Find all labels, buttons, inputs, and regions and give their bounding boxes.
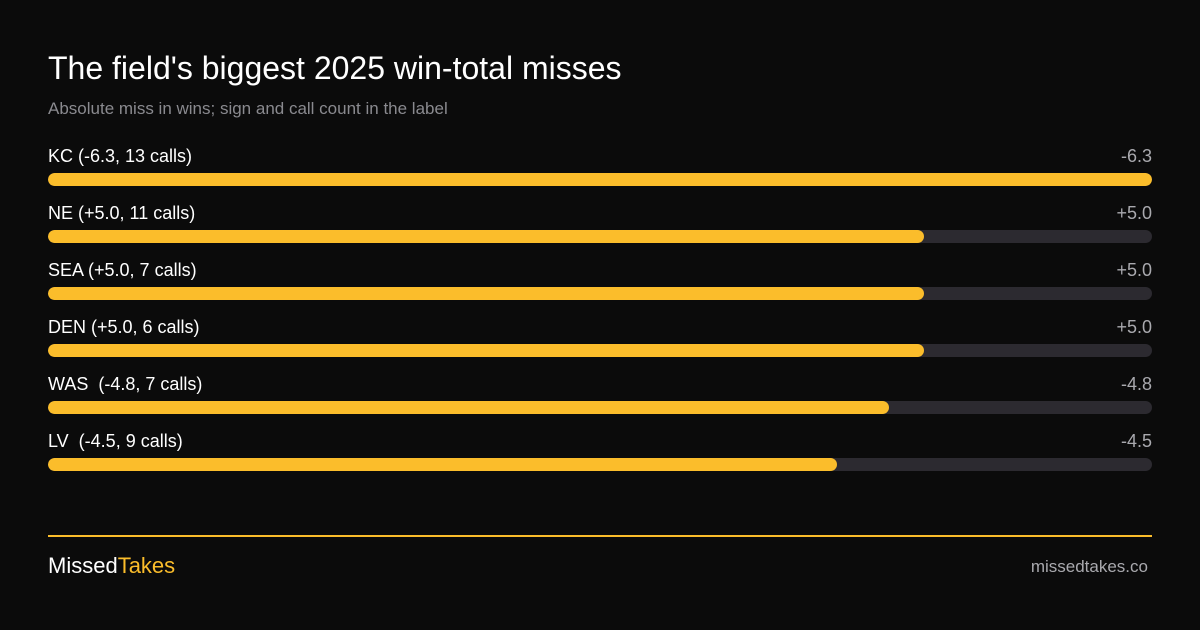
bar-value-label: +5.0 [1116, 317, 1152, 337]
bar-label: LV (-4.5, 9 calls) [48, 431, 183, 451]
bar [48, 173, 1152, 186]
chart-title: The field's biggest 2025 win-total misse… [48, 50, 622, 86]
bar [48, 458, 837, 471]
bar [48, 344, 925, 357]
bar-label: SEA (+5.0, 7 calls) [48, 260, 197, 280]
brand-logo-part-2: Takes [117, 553, 176, 578]
bar [48, 287, 925, 300]
bar-track [48, 230, 1152, 243]
bar-value-label: +5.0 [1116, 260, 1152, 280]
bar-chart: KC (-6.3, 13 calls) -6.3 NE (+5.0, 11 call… [48, 144, 1152, 486]
bar-label: NE (+5.0, 11 calls) [48, 203, 196, 223]
bar-row: SEA (+5.0, 7 calls) +5.0 [48, 258, 1152, 315]
bar-row: NE (+5.0, 11 calls) +5.0 [48, 201, 1152, 258]
bar-track [48, 173, 1152, 186]
bar-row: KC (-6.3, 13 calls) -6.3 [48, 144, 1152, 201]
brand-logo: MissedTakes [48, 553, 175, 579]
bar-value-label: -4.8 [1120, 374, 1152, 394]
bar-track [48, 458, 1152, 471]
bar-label: DEN (+5.0, 6 calls) [48, 317, 200, 337]
bar [48, 401, 890, 414]
bar-value-label: +5.0 [1116, 203, 1152, 223]
bar-track [48, 287, 1152, 300]
footer-divider [48, 535, 1152, 537]
bar-label: WAS (-4.8, 7 calls) [48, 374, 203, 394]
bar-row: DEN (+5.0, 6 calls) +5.0 [48, 315, 1152, 372]
bar-row: LV (-4.5, 9 calls) -4.5 [48, 429, 1152, 486]
bar-track [48, 344, 1152, 357]
bar [48, 230, 925, 243]
chart-subtitle: Absolute miss in wins; sign and call cou… [48, 99, 448, 118]
bar-label: KC (-6.3, 13 calls) [48, 146, 193, 166]
bar-row: WAS (-4.8, 7 calls) -4.8 [48, 372, 1152, 429]
bar-value-label: -4.5 [1120, 431, 1152, 451]
bar-track [48, 401, 1152, 414]
site-url: missedtakes.co [1030, 557, 1148, 576]
brand-logo-part-1: Missed [48, 553, 118, 578]
bar-value-label: -6.3 [1120, 146, 1152, 166]
